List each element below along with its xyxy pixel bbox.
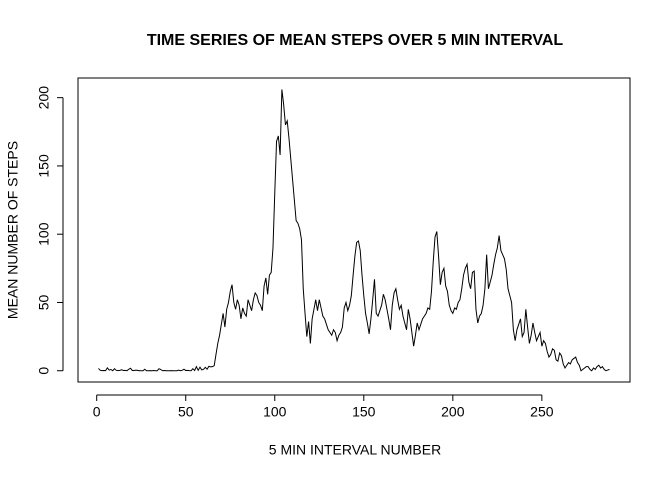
y-tick-label: 50 <box>36 294 52 310</box>
chart-title: TIME SERIES OF MEAN STEPS OVER 5 MIN INT… <box>147 32 564 49</box>
y-tick-label: 150 <box>36 154 52 178</box>
y-tick-label: 100 <box>36 222 52 246</box>
y-axis-label: MEAN NUMBER OF STEPS <box>5 141 21 319</box>
x-tick-label: 250 <box>530 404 554 420</box>
x-tick-label: 50 <box>178 404 194 420</box>
x-tick-label: 200 <box>441 404 465 420</box>
x-axis-label: 5 MIN INTERVAL NUMBER <box>269 442 441 458</box>
x-tick-label: 150 <box>352 404 376 420</box>
y-tick-label: 200 <box>36 86 52 110</box>
data-line <box>98 89 610 372</box>
x-tick-label: 0 <box>93 404 101 420</box>
plot-frame <box>77 77 631 383</box>
x-tick-label: 100 <box>263 404 287 420</box>
y-tick-label: 0 <box>36 367 52 375</box>
